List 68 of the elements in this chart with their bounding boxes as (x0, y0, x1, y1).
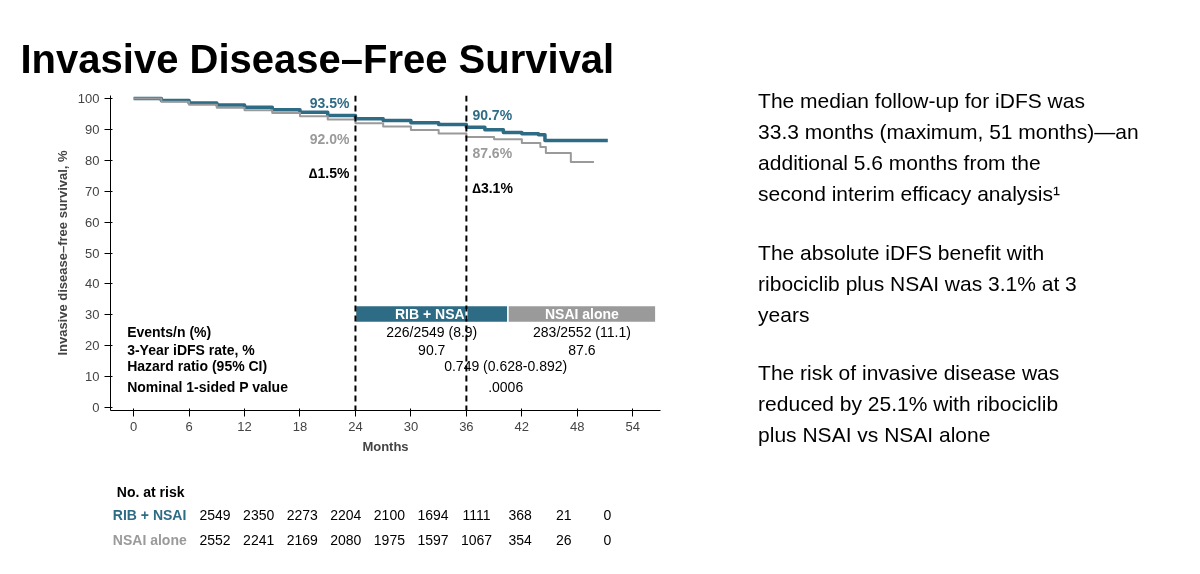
annotation: 283/2552 (11.1) (533, 323, 631, 340)
annotation: Hazard ratio (95% CI) (127, 358, 268, 375)
text: 1597 (417, 531, 449, 548)
x-axis-title: Months (362, 438, 409, 454)
text: 2080 (330, 531, 362, 548)
text: RIB + NSAI (394, 305, 469, 322)
annotation: ∆1.5% (308, 164, 351, 181)
annotation: 90.7% (472, 107, 513, 124)
x-tick-label: 24 (348, 418, 363, 434)
text: The absolute iDFS benefit with ribociclib plus NSAI was 3.1% at 3 years (758, 240, 1077, 326)
x-tick-label: 6 (185, 418, 193, 434)
annotation: 92.0% (309, 131, 351, 148)
x-tick-label: 0 (129, 418, 138, 434)
text: 0 (603, 531, 612, 548)
annotation: ∆3.1% (472, 180, 514, 197)
text: 21 (555, 507, 572, 524)
text: 2350 (243, 507, 275, 524)
annotation: 87.6% (472, 144, 513, 161)
text: 1975 (373, 531, 406, 548)
annotation: 3-Year iDFS rate, % (127, 341, 256, 358)
text: 2273 (286, 507, 319, 524)
y-tick-label: 0 (92, 399, 100, 415)
text: NSAI alone (112, 531, 187, 548)
text: No. at risk (116, 483, 185, 500)
annotation: 226/2549 (8.9) (386, 323, 478, 340)
y-tick-label: 70 (85, 183, 100, 199)
text: 354 (508, 531, 533, 548)
text: NSAI alone (544, 305, 620, 322)
text: 2169 (286, 531, 319, 548)
annotation: .0006 (488, 379, 524, 396)
annotation: 87.6 (568, 341, 596, 358)
text: 2100 (373, 507, 406, 524)
y-tick-label: 100 (77, 91, 100, 107)
x-tick-label: 54 (625, 418, 641, 434)
y-tick-label: 10 (85, 369, 100, 385)
text: 1067 (460, 531, 493, 548)
text: 1694 (417, 507, 449, 524)
x-tick-label: 30 (403, 418, 419, 434)
annotation: Nominal 1-sided P value (127, 379, 289, 396)
text: The risk of invasive disease was reduced by 25.1% with ribociclib plus NSAI vs NSAI alone (758, 361, 1060, 447)
text: 368 (508, 507, 533, 524)
text: 2241 (243, 531, 275, 548)
annotation: 0.749 (0.628-0.892) (444, 358, 568, 375)
x-tick-label: 48 (570, 418, 585, 434)
annotation: 90.7 (418, 341, 446, 358)
x-tick-label: 12 (237, 418, 252, 434)
chart-title: Invasive Disease–Free Survival (20, 36, 615, 81)
x-tick-label: 18 (292, 418, 308, 434)
text: 1111 (462, 507, 491, 524)
y-tick-label: 90 (85, 121, 100, 137)
y-tick-label: 80 (85, 152, 100, 168)
y-tick-label: 40 (85, 276, 100, 292)
text: 2204 (330, 507, 362, 524)
text: 26 (555, 531, 572, 548)
text: RIB + NSAI (112, 507, 187, 524)
y-axis-title: Invasive disease–free survival, % (54, 149, 70, 356)
y-tick-label: 20 (85, 338, 100, 354)
text: 2552 (199, 531, 231, 548)
x-tick-label: 36 (459, 418, 474, 434)
x-tick-label: 42 (514, 418, 530, 434)
annotation: Events/n (%) (127, 323, 212, 340)
text: 0 (603, 507, 612, 524)
y-tick-label: 50 (85, 245, 100, 261)
y-tick-label: 30 (85, 307, 100, 323)
text: 2549 (199, 507, 231, 524)
y-tick-label: 60 (85, 214, 100, 230)
annotation: 93.5% (309, 94, 351, 111)
text: The median follow-up for iDFS was 33.3 months (maximum, 51 months)—an additional 5.6 months from the second interim efficacy analysis¹ (758, 88, 1139, 205)
